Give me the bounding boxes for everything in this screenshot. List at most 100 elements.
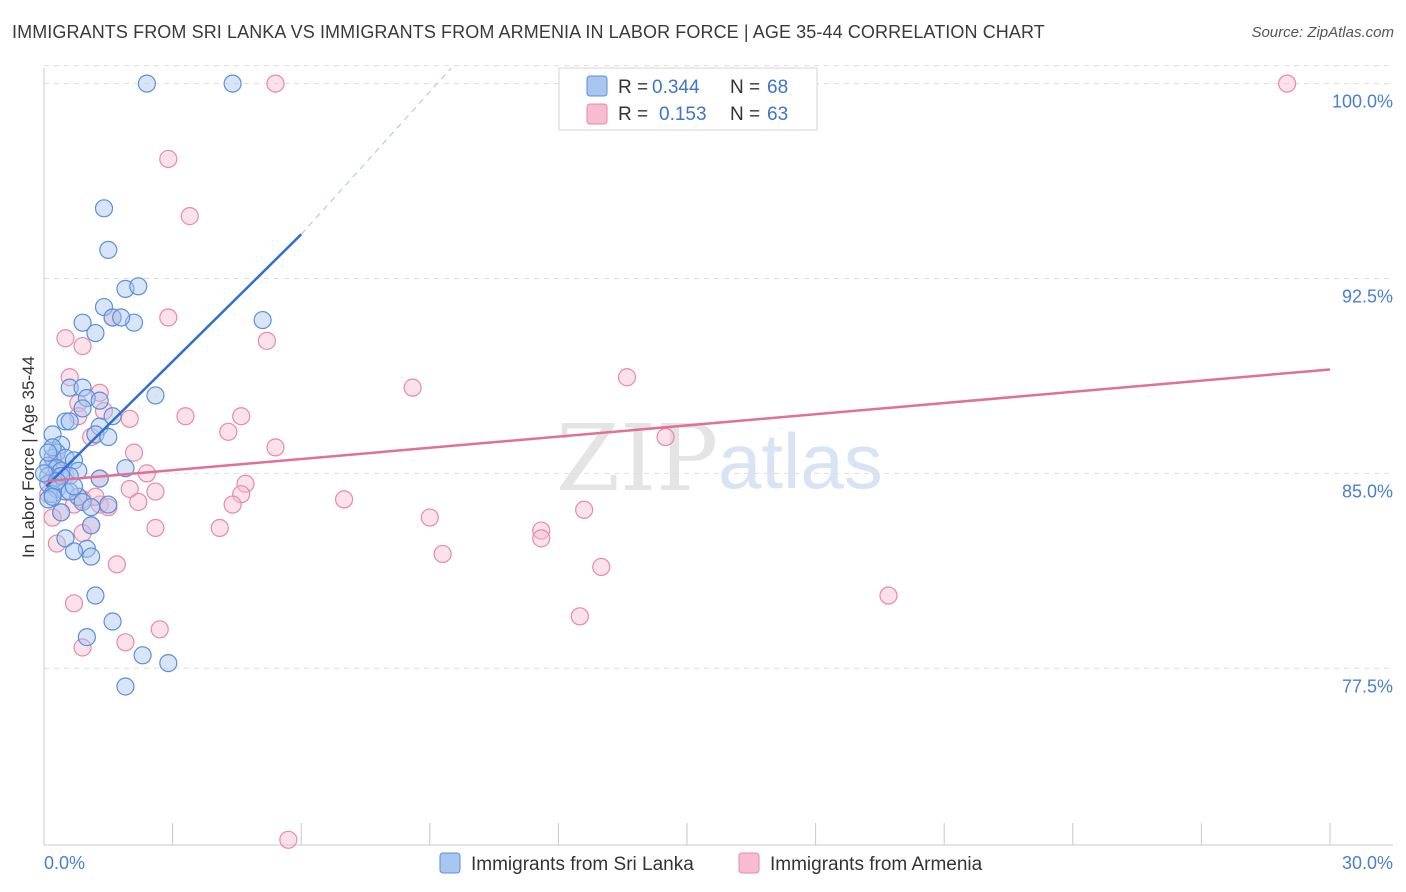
armenia-point — [403, 378, 422, 397]
sri-lanka-point — [82, 547, 101, 566]
armenia-point — [43, 508, 62, 527]
armenia-point — [656, 427, 675, 447]
sri-lanka-point — [129, 277, 148, 296]
bottom-legend-swatch-sri-lanka — [439, 852, 461, 874]
sri-lanka-point — [99, 427, 118, 447]
armenia-point — [120, 409, 139, 428]
sri-lanka-point — [86, 586, 105, 605]
armenia-point — [107, 555, 126, 574]
sri-lanka-point — [99, 240, 118, 260]
sri-lanka-point — [39, 443, 58, 462]
armenia-point — [180, 207, 199, 226]
armenia-point — [334, 490, 354, 509]
sri-lanka-point — [90, 469, 109, 488]
sri-lanka-point — [86, 323, 105, 343]
correlation-legend: R = 0.344 N = 68 R = 0.153 N = 63 — [558, 67, 818, 131]
armenia-point — [56, 329, 75, 348]
armenia-point — [223, 495, 242, 514]
sri-lanka-point — [103, 612, 122, 631]
sri-lanka-point — [73, 399, 92, 418]
sri-lanka-point — [103, 407, 122, 426]
x-tick-label-min: 0.0% — [44, 853, 85, 873]
sri-lanka-point — [159, 653, 178, 673]
armenia-point — [129, 492, 148, 512]
legend-n-label-2: N = — [730, 104, 760, 125]
sri-lanka-point — [133, 646, 152, 665]
watermark-atlas: atlas — [718, 417, 883, 505]
legend-r-value-1: 0.344 — [652, 77, 700, 98]
armenia-point — [60, 368, 79, 387]
sri-lanka-point — [223, 74, 242, 93]
y-tick-labels: 77.5% 85.0% 92.5% 100.0% — [1332, 92, 1393, 697]
armenia-point — [570, 607, 589, 626]
armenia-point — [592, 557, 611, 577]
x-tick-label-max: 30.0% — [1342, 853, 1393, 873]
armenia-point — [159, 308, 178, 327]
watermark-zip: ZIP — [556, 405, 718, 512]
legend-swatch-armenia — [586, 103, 608, 125]
sri-lanka-point — [43, 487, 62, 506]
armenia-point — [159, 149, 178, 169]
sri-lanka-point — [99, 495, 118, 514]
sri-lanka-point — [64, 542, 84, 561]
legend-r-value-2: 0.153 — [659, 104, 707, 125]
armenia-point — [73, 638, 92, 657]
sri-lanka-point — [60, 378, 79, 397]
armenia-point — [124, 443, 144, 462]
armenia-point — [617, 368, 637, 387]
armenia-point — [116, 633, 135, 652]
y-axis-label: In Labor Force | Age 35-44 — [19, 356, 38, 558]
sri-lanka-point — [137, 74, 156, 93]
bottom-legend-sri-lanka: Immigrants from Sri Lanka — [471, 854, 694, 875]
armenia-point — [575, 500, 594, 519]
legend-n-label-1: N = — [730, 77, 760, 98]
sri-lanka-point — [116, 459, 135, 478]
bottom-legend-armenia: Immigrants from Armenia — [770, 854, 983, 875]
sri-lanka-point — [56, 529, 75, 548]
chart-title: IMMIGRANTS FROM SRI LANKA VS IMMIGRANTS … — [12, 22, 1045, 42]
sri-lanka-trend-extension — [300, 67, 452, 235]
x-ticks — [172, 823, 1331, 845]
armenia-point — [532, 521, 551, 540]
legend-n-value-1: 68 — [767, 77, 788, 98]
sri-lanka-point — [253, 310, 272, 330]
armenia-point — [120, 479, 139, 499]
armenia-point — [257, 331, 277, 350]
sri-lanka-point — [82, 516, 101, 535]
sri-lanka-points — [34, 74, 272, 696]
legend-n-value-2: 63 — [767, 104, 788, 125]
y-tick-label: 100.0% — [1332, 92, 1393, 112]
y-tick-label: 85.0% — [1342, 481, 1393, 501]
armenia-point — [47, 534, 66, 553]
armenia-point — [433, 544, 452, 564]
sri-lanka-point — [73, 492, 92, 512]
series-legend: Immigrants from Sri Lanka Immigrants fro… — [439, 852, 983, 875]
armenia-point — [266, 74, 285, 93]
sri-lanka-point — [73, 378, 92, 397]
legend-swatch-sri-lanka — [586, 75, 608, 97]
sri-lanka-point — [60, 412, 79, 431]
sri-lanka-point — [94, 199, 114, 218]
y-tick-label: 77.5% — [1342, 676, 1393, 696]
armenia-point — [219, 422, 238, 441]
sri-lanka-point — [56, 412, 75, 431]
armenia-point — [266, 438, 285, 457]
sri-lanka-point — [112, 308, 131, 327]
armenia-point — [232, 407, 251, 426]
y-tick-label: 92.5% — [1342, 286, 1393, 306]
armenia-point — [150, 620, 169, 639]
sri-lanka-point — [52, 503, 71, 522]
armenia-point — [210, 518, 229, 538]
sri-lanka-trend-line — [45, 233, 303, 488]
armenia-trend-line — [46, 368, 1331, 483]
bottom-legend-swatch-armenia — [738, 852, 760, 874]
sri-lanka-point — [77, 628, 96, 647]
armenia-point — [146, 482, 165, 501]
source-label: Source: ZipAtlas.com — [1251, 24, 1394, 41]
gridlines — [44, 65, 1393, 669]
sri-lanka-point — [146, 386, 165, 405]
legend-r-label-2: R = — [618, 104, 648, 125]
legend-r-label-1: R = — [618, 77, 648, 98]
sri-lanka-point — [116, 677, 135, 696]
